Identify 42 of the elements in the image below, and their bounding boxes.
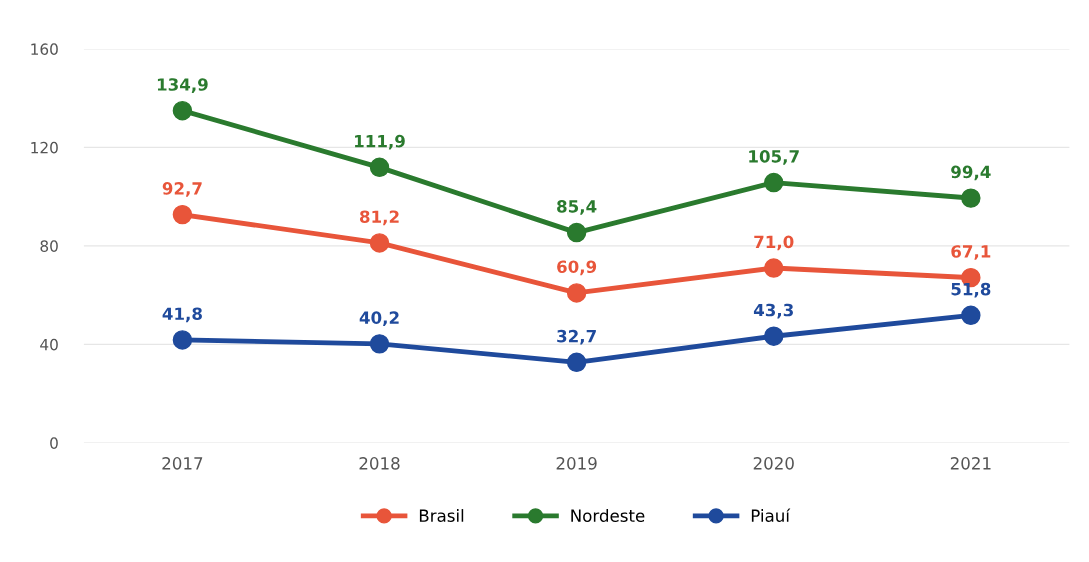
data-label: 41,8 bbox=[162, 307, 202, 323]
data-label: 111,9 bbox=[355, 134, 405, 150]
y-tick-label: 0 bbox=[50, 437, 58, 449]
legend-label: Brasil bbox=[419, 509, 464, 522]
point bbox=[566, 283, 587, 303]
data-label: 60,9 bbox=[557, 260, 597, 276]
data-label: 51,8 bbox=[951, 282, 991, 298]
x-tick-label: 2017 bbox=[162, 457, 203, 470]
data-label: 32,7 bbox=[557, 329, 596, 345]
y-tick-label: 160 bbox=[31, 43, 58, 55]
y-tick-label: 120 bbox=[31, 141, 58, 154]
point bbox=[172, 330, 193, 350]
point bbox=[764, 172, 784, 193]
y-tick-label: 40 bbox=[40, 338, 58, 351]
x-tick-label: 2020 bbox=[753, 457, 794, 470]
x-tick-label: 2018 bbox=[359, 457, 400, 470]
data-label: 134,9 bbox=[157, 78, 208, 93]
data-label: 71,0 bbox=[754, 235, 794, 251]
data-label: 81,2 bbox=[359, 210, 399, 226]
legend-label: Nordeste bbox=[571, 509, 645, 522]
point bbox=[764, 326, 784, 346]
point bbox=[369, 233, 390, 253]
point bbox=[369, 334, 390, 354]
x-tick-label: 2021 bbox=[950, 457, 991, 470]
legend-label: Piauí bbox=[751, 508, 791, 522]
point bbox=[172, 100, 193, 121]
data-label: 92,7 bbox=[162, 182, 202, 197]
x-tick-label: 2019 bbox=[556, 457, 597, 470]
data-label: 67,1 bbox=[951, 245, 991, 260]
point bbox=[369, 157, 390, 178]
point bbox=[961, 188, 981, 208]
data-label: 40,2 bbox=[359, 311, 399, 327]
data-label: 99,4 bbox=[951, 165, 991, 181]
point bbox=[566, 222, 587, 243]
point bbox=[172, 204, 193, 225]
data-label: 85,4 bbox=[557, 200, 597, 215]
data-label: 43,3 bbox=[753, 303, 793, 319]
data-label: 105,7 bbox=[749, 150, 799, 165]
point bbox=[961, 305, 981, 326]
y-tick-label: 80 bbox=[40, 240, 58, 252]
point bbox=[764, 258, 784, 278]
point bbox=[566, 352, 587, 373]
